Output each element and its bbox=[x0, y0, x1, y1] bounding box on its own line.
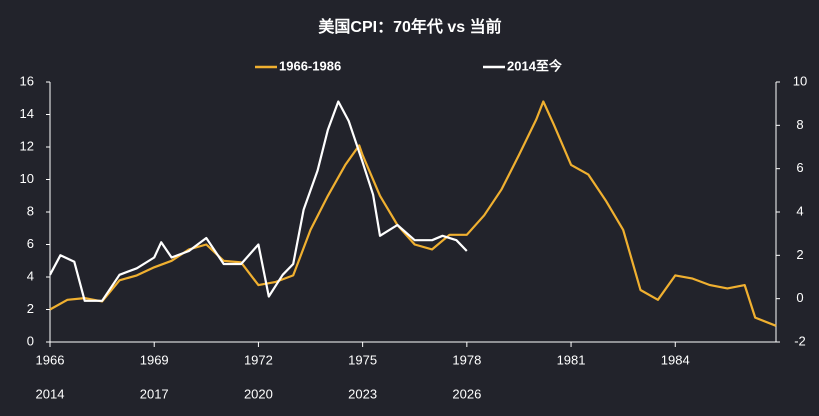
legend-label: 1966-1986 bbox=[279, 58, 341, 73]
y-tick-label: 16 bbox=[20, 73, 34, 88]
legend-label: 2014至今 bbox=[507, 58, 563, 73]
y-tick-label: 12 bbox=[20, 138, 34, 153]
series-line bbox=[49, 100, 777, 327]
x-tick-label: 1969 bbox=[140, 352, 169, 367]
y2-tick-label: 2 bbox=[796, 247, 803, 262]
x2-tick-label: 2020 bbox=[244, 386, 273, 401]
y2-tick-label: 10 bbox=[793, 73, 807, 88]
x2-tick-label: 2014 bbox=[36, 386, 65, 401]
y-tick-label: 10 bbox=[20, 171, 34, 186]
chart-title: 美国CPI：70年代 vs 当前 bbox=[318, 17, 501, 36]
x2-tick-label: 2017 bbox=[140, 386, 169, 401]
y-tick-label: 2 bbox=[27, 301, 34, 316]
y2-tick-label: 6 bbox=[796, 160, 803, 175]
y-tick-label: 0 bbox=[27, 333, 34, 348]
y-tick-label: 14 bbox=[20, 106, 34, 121]
x-tick-label: 1981 bbox=[557, 352, 586, 367]
y-tick-label: 8 bbox=[27, 203, 34, 218]
series-line bbox=[49, 100, 468, 302]
y-tick-label: 6 bbox=[27, 236, 34, 251]
y2-tick-label: -2 bbox=[794, 333, 806, 348]
y2-tick-label: 4 bbox=[796, 203, 803, 218]
x-tick-label: 1978 bbox=[452, 352, 481, 367]
x-tick-label: 1972 bbox=[244, 352, 273, 367]
x2-tick-label: 2023 bbox=[348, 386, 377, 401]
x-tick-label: 1966 bbox=[36, 352, 65, 367]
y2-tick-label: 0 bbox=[796, 290, 803, 305]
y-tick-label: 4 bbox=[27, 268, 34, 283]
x2-tick-label: 2026 bbox=[452, 386, 481, 401]
y2-tick-label: 8 bbox=[796, 117, 803, 132]
x-tick-label: 1984 bbox=[661, 352, 690, 367]
x-tick-label: 1975 bbox=[348, 352, 377, 367]
